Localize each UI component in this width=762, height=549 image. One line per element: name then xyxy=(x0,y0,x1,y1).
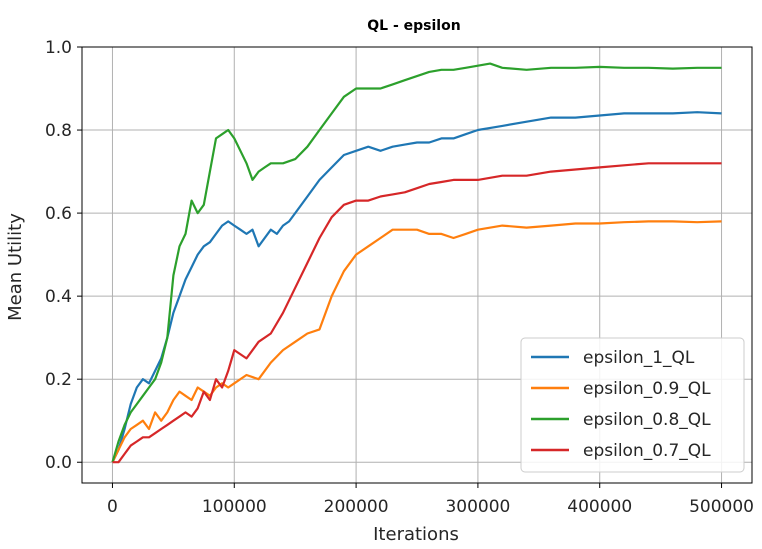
legend-label: epsilon_0.8_QL xyxy=(583,410,711,430)
x-tick-label: 300000 xyxy=(445,497,510,517)
y-tick-label: 0.6 xyxy=(45,204,72,224)
x-tick-label: 0 xyxy=(107,497,118,517)
x-tick-label: 100000 xyxy=(202,497,267,517)
y-tick-label: 0.8 xyxy=(45,121,72,141)
x-tick-label: 200000 xyxy=(324,497,389,517)
y-tick-label: 1.0 xyxy=(45,38,72,58)
y-tick-label: 0.4 xyxy=(45,287,72,307)
plot-area-frame xyxy=(81,46,753,484)
legend-label: epsilon_1_QL xyxy=(583,348,695,368)
legend: epsilon_1_QL epsilon_0.9_QL epsilon_0.8_QL… xyxy=(520,337,745,473)
legend-label: epsilon_0.9_QL xyxy=(583,379,711,399)
series-layer xyxy=(111,62,722,464)
series-line-3 xyxy=(112,162,722,464)
x-axis-label: Iterations xyxy=(373,524,459,545)
series-line-1 xyxy=(111,220,722,463)
x-tick-label: 500000 xyxy=(689,497,754,517)
chart-title: QL - epsilon xyxy=(367,18,460,34)
y-axis-label: Mean Utility xyxy=(5,213,26,321)
y-tick-label: 0.0 xyxy=(45,453,72,473)
series-line-2 xyxy=(111,62,722,463)
legend-box xyxy=(520,337,745,473)
axis-ticks: 0 100000 200000 300000 400000 500000 0.0 0.2 0.4… xyxy=(45,38,754,517)
y-tick-label: 0.2 xyxy=(45,370,72,390)
x-tick-label: 400000 xyxy=(567,497,632,517)
legend-label: epsilon_0.7_QL xyxy=(583,441,711,461)
